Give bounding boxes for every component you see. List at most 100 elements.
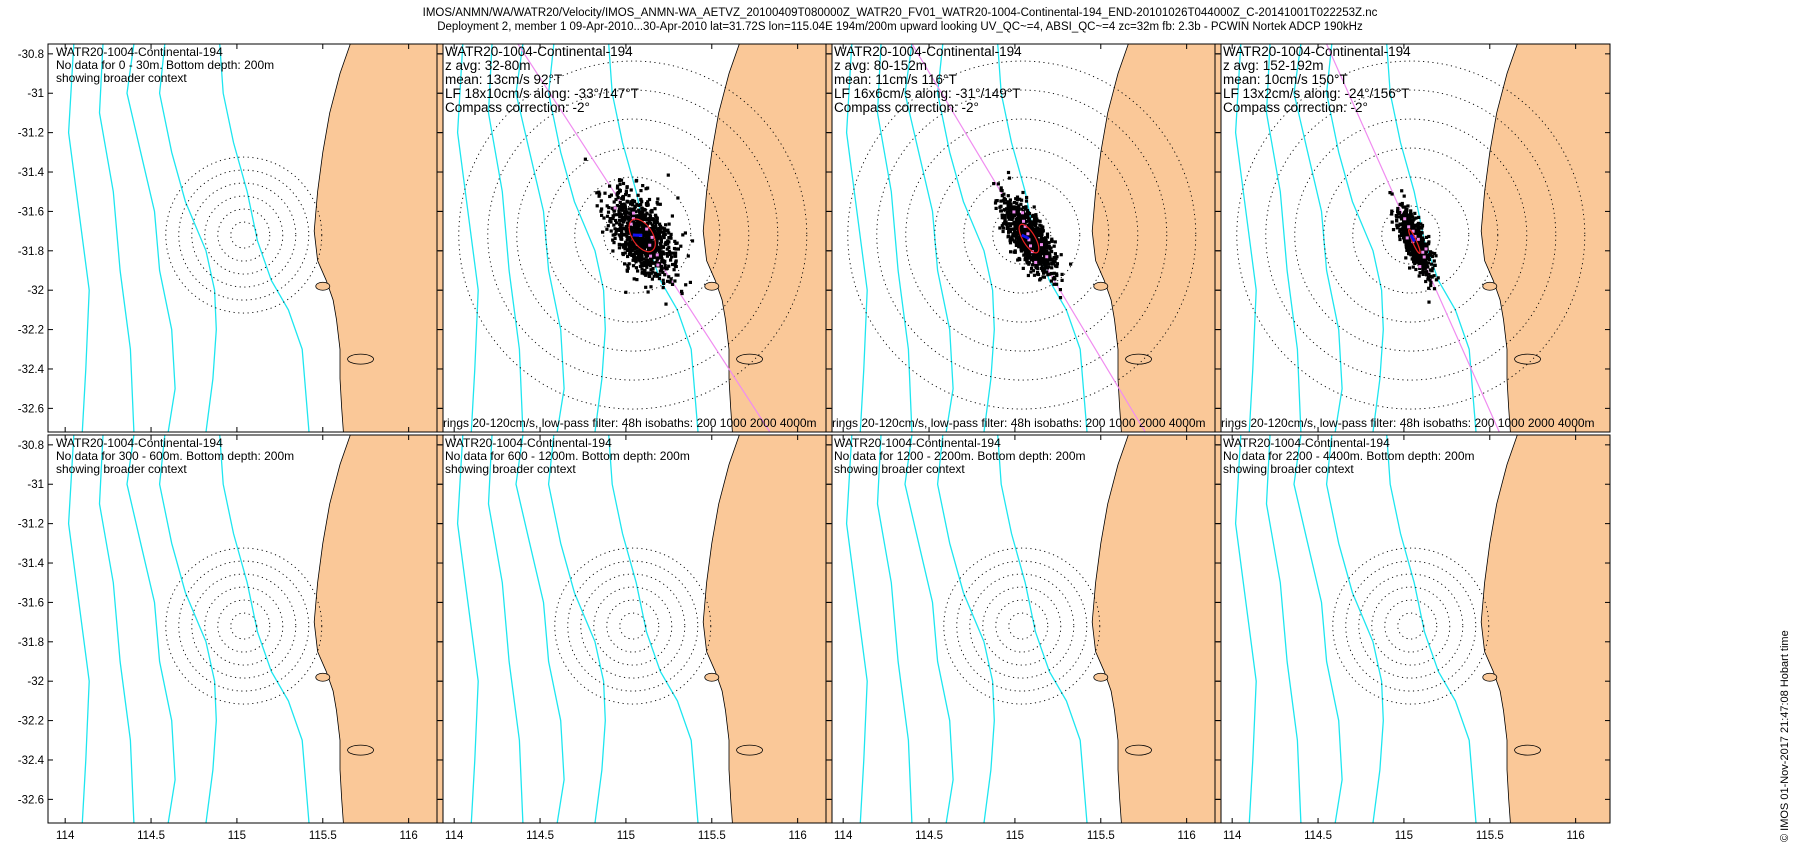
velocity-point [624,216,628,220]
velocity-point [619,228,623,232]
velocity-point [1427,234,1431,239]
velocity-point [1048,272,1052,276]
velocity-point [606,210,611,214]
velocity-point [1427,300,1431,304]
isobath-line [487,44,524,432]
velocity-point [640,262,644,266]
velocity-point [613,233,617,237]
velocity-point [633,255,637,259]
velocity-point [1417,231,1421,235]
velocity-point [1013,207,1017,211]
velocity-point [1010,214,1014,218]
velocity-point [1035,217,1039,221]
velocity-point [624,191,628,195]
velocity-point [1060,272,1064,276]
velocity-point [1402,212,1406,216]
velocity-point [1025,258,1029,262]
file-path-title: IMOS/ANMN/WA/WATR20/Velocity/IMOS_ANMN-W… [422,7,1378,19]
velocity-point [1029,236,1033,240]
isobath-line [547,435,606,823]
velocity-point [1417,255,1421,260]
velocity-point [1004,207,1009,211]
velocity-point [624,208,628,212]
velocity-point [674,247,678,251]
velocity-point [665,247,669,251]
velocity-point [627,252,631,256]
velocity-point [632,241,636,246]
rottnest-island [704,281,720,291]
velocity-point [609,229,613,233]
velocity-point [1012,239,1017,243]
y-tick-label: -31 [27,479,44,491]
velocity-point [1399,217,1404,221]
velocity-point [663,273,667,277]
velocity-point [618,204,622,208]
velocity-point [1019,242,1023,246]
isobath-line [1265,44,1302,432]
velocity-point [1415,244,1419,248]
y-tick-label: -32.4 [18,755,45,767]
panel-annotation: showing broader context [834,462,965,476]
velocity-point [654,226,658,230]
velocity-point [1000,216,1004,220]
velocity-point [1001,229,1005,234]
velocity-point [617,218,622,222]
velocity-point [1015,201,1019,206]
velocity-point [600,213,604,217]
speed-ring [1381,205,1441,265]
velocity-point [605,204,609,208]
velocity-point [654,261,658,265]
velocity-point [669,236,673,240]
velocity-point [660,260,664,264]
velocity-point [1025,195,1029,200]
velocity-point [618,214,622,219]
panel-annotation: LF 16x6cm/s along: -31°/149°T [834,86,1020,101]
isobath-line [936,435,995,823]
velocity-point [641,207,645,211]
velocity-point [618,200,622,205]
velocity-point [650,246,654,250]
velocity-point [655,220,659,224]
velocity-point [1032,205,1036,209]
isobath-line [936,44,995,432]
velocity-point [673,254,677,258]
velocity-point [1416,234,1420,238]
velocity-point [1403,227,1407,231]
velocity-point [652,221,656,225]
velocity-point [1417,240,1421,244]
isobath-line [1234,44,1257,432]
velocity-point [1041,237,1045,241]
velocity-point [1043,236,1047,240]
speed-ring [204,586,284,666]
velocity-point [1027,224,1031,228]
velocity-point [640,200,644,204]
velocity-point [599,199,603,203]
velocity-point [1426,257,1430,261]
velocity-point [1045,261,1049,265]
velocity-point [629,231,633,236]
velocity-point [669,232,673,236]
isobath-line [67,44,90,432]
velocity-point [1019,249,1023,253]
velocity-point [646,200,650,204]
velocity-point [630,202,635,206]
velocity-point [1404,208,1408,212]
velocity-point [630,245,634,249]
velocity-point [658,222,662,226]
velocity-point [658,241,663,246]
velocity-point [622,215,626,219]
x-tick-label: 115 [1395,830,1413,842]
velocity-point [1002,201,1007,205]
velocity-point [1429,274,1433,278]
velocity-point [617,212,622,216]
velocity-point [1016,225,1020,229]
velocity-point [1052,244,1056,248]
velocity-point [638,253,642,257]
isobath-line [158,44,217,432]
velocity-point [1000,194,1004,198]
velocity-point [1425,245,1429,249]
isobath-line [845,435,868,823]
velocity-point [636,193,640,197]
velocity-point [1044,239,1048,243]
velocity-point [1424,279,1428,284]
